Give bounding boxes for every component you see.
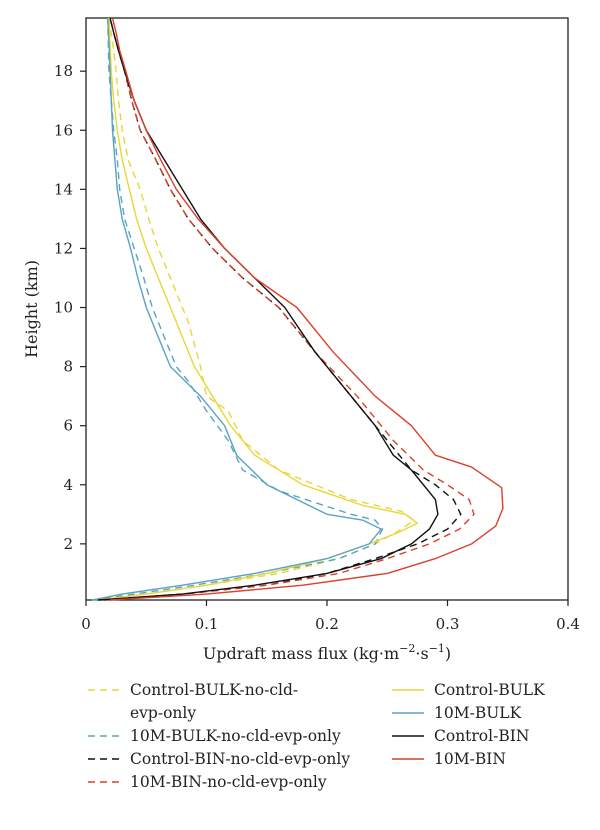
x-axis: 0 0.1 0.2 0.3 0.4 [81, 600, 580, 633]
y-tick-label: 4 [63, 476, 73, 494]
series-line-control-bulk-no-cld-evp-only [91, 17, 415, 601]
y-tick-label: 18 [54, 62, 73, 80]
x-tick-label: 0.4 [556, 615, 580, 633]
series-line-10m-bulk [91, 17, 382, 601]
series-line-10m-bin [110, 17, 504, 601]
series-line-control-bin [97, 17, 439, 601]
y-tick-label: 14 [54, 180, 73, 198]
y-tick-label: 10 [54, 299, 73, 317]
x-axis-title-end: ) [445, 644, 451, 663]
x-axis-title-main: Updraft mass flux (kg·m [203, 644, 399, 663]
series-line-10m-bin-no-cld-evp-only [104, 17, 475, 601]
legend-label: 10M-BIN-no-cld-evp-only [130, 773, 327, 791]
y-tick-label: 2 [63, 535, 73, 553]
plot-frame [85, 17, 569, 601]
legend-label: 10M-BULK [434, 704, 522, 722]
x-axis-title-exp2: −1 [429, 642, 445, 655]
x-tick-label: 0.3 [436, 615, 460, 633]
legend-label: Control-BULK-no-cld- [130, 681, 298, 699]
legend-label: Control-BIN-no-cld-evp-only [130, 750, 350, 768]
y-axis: 2 4 6 8 10 12 14 16 18 [54, 62, 86, 553]
legend-label: 10M-BULK-no-cld-evp-only [130, 727, 341, 745]
x-tick-label: 0.2 [315, 615, 339, 633]
y-tick-label: 12 [54, 239, 73, 257]
series-line-10m-bulk-no-cld-evp-only [91, 17, 384, 601]
legend-label: Control-BULK [434, 681, 545, 699]
legend-label: evp-only [130, 704, 196, 722]
legend-label: Control-BIN [434, 727, 529, 745]
y-tick-label: 16 [54, 121, 73, 139]
legend: Control-BULK-no-cld-evp-only 10M-BULK-no-… [88, 681, 545, 791]
x-axis-title: Updraft mass flux (kg·m−2·s−1) [203, 642, 451, 663]
series-line-control-bin-no-cld-evp-only [104, 17, 462, 601]
x-axis-title-mid: ·s [415, 644, 428, 663]
y-tick-label: 6 [63, 417, 73, 435]
legend-label: 10M-BIN [434, 750, 506, 768]
x-tick-label: 0 [81, 615, 91, 633]
x-axis-title-exp1: −2 [399, 642, 415, 655]
y-tick-label: 8 [63, 358, 73, 376]
x-tick-label: 0.1 [195, 615, 219, 633]
series-line-control-bulk [97, 17, 419, 601]
y-axis-title: Height (km) [22, 260, 41, 358]
series-layer [91, 17, 504, 601]
